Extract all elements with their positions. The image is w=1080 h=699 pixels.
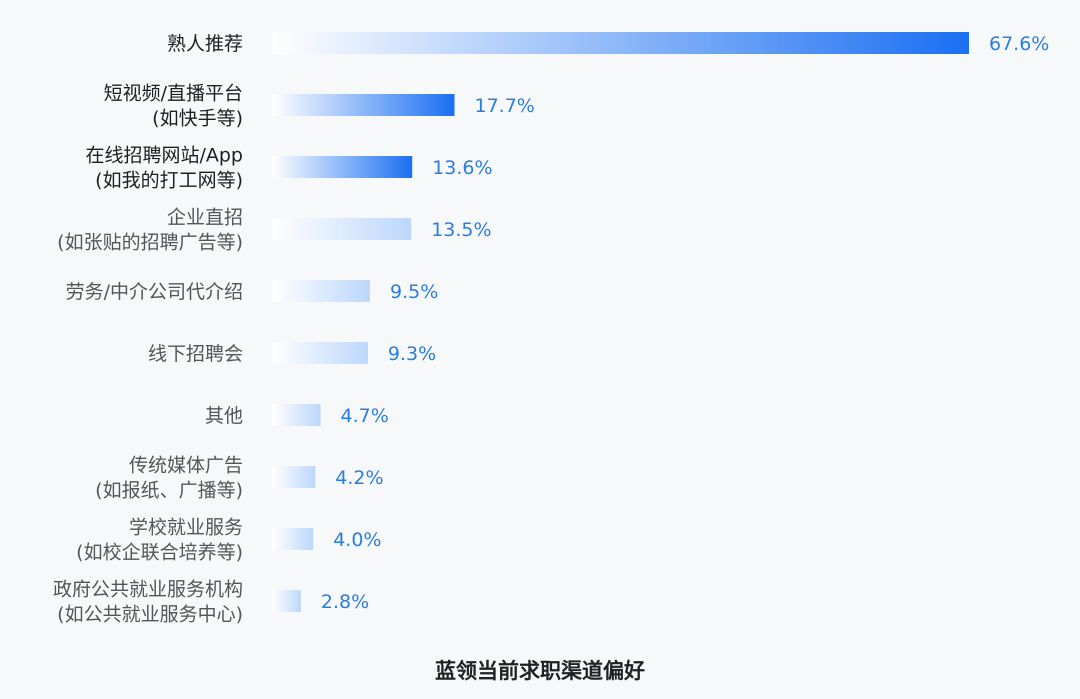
bar-1 [272, 94, 455, 116]
bar-9 [272, 590, 301, 612]
value-label-1: 17.7% [475, 95, 535, 117]
value-label-0: 67.6% [989, 33, 1049, 55]
category-label-3-line-0: 企业直招 [167, 207, 243, 229]
category-label-1-line-0: 短视频/直播平台 [104, 83, 243, 105]
category-label-7-line-0: 传统媒体广告 [129, 455, 243, 477]
category-label-8-line-0: 学校就业服务 [129, 517, 243, 539]
value-label-5: 9.3% [388, 343, 436, 365]
category-label-5-line-0: 线下招聘会 [148, 343, 243, 365]
category-label-4-line-0: 劳务/中介公司代介绍 [66, 281, 243, 303]
value-label-9: 2.8% [321, 591, 369, 613]
category-label-0-line-0: 熟人推荐 [167, 33, 243, 55]
bar-2 [272, 156, 413, 178]
category-label-3-line-1: (如张贴的招聘广告等) [57, 232, 243, 254]
bar-7 [272, 466, 316, 488]
category-label-8-line-1: (如校企联合培养等) [76, 542, 243, 564]
category-label-9-line-1: (如公共就业服务中心) [57, 604, 243, 626]
category-label-9-line-0: 政府公共就业服务机构 [53, 579, 243, 601]
category-label-1-line-1: (如快手等) [152, 108, 243, 130]
value-label-3: 13.5% [431, 219, 491, 241]
category-label-2-line-1: (如我的打工网等) [95, 170, 243, 192]
value-label-8: 4.0% [333, 529, 381, 551]
bar-8 [272, 528, 314, 550]
category-label-2-line-0: 在线招聘网站/App [85, 145, 243, 167]
chart-title: 蓝领当前求职渠道偏好 [435, 659, 645, 683]
value-label-7: 4.2% [335, 467, 383, 489]
value-label-6: 4.7% [341, 405, 389, 427]
bar-3 [272, 218, 412, 240]
value-label-4: 9.5% [390, 281, 438, 303]
bar-4 [272, 280, 370, 302]
category-label-7-line-1: (如报纸、广播等) [95, 480, 243, 502]
category-label-6-line-0: 其他 [205, 405, 243, 427]
bar-5 [272, 342, 368, 364]
value-label-2: 13.6% [432, 157, 492, 179]
bar-0 [272, 32, 969, 54]
bar-6 [272, 404, 321, 426]
